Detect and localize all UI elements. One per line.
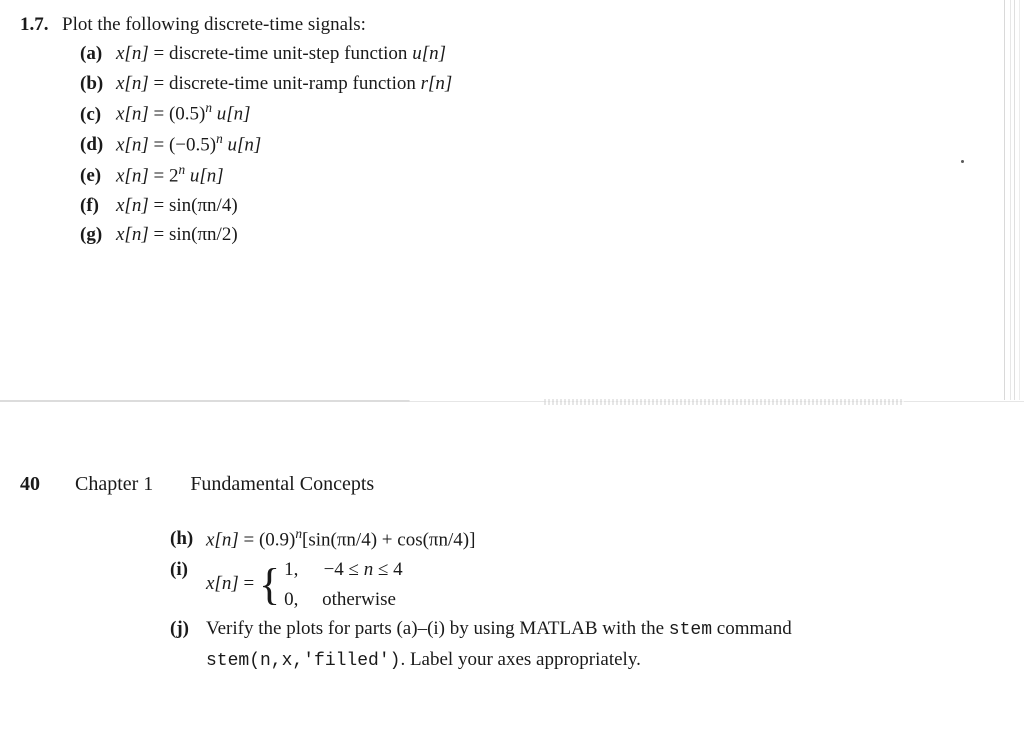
stray-dot — [961, 160, 964, 163]
part-label: (b) — [80, 69, 116, 98]
problem-stem: Plot the following discrete-time signals… — [62, 10, 366, 39]
chapter-label: Chapter 1 — [75, 473, 153, 495]
lhs: x[n] — [116, 134, 149, 155]
lower-parts: (h) x[n] = (0.9)n[sin(πn/4) + cos(πn/4)]… — [170, 524, 1024, 675]
case2-cond: otherwise — [314, 585, 396, 614]
rhs-math: r[n] — [421, 73, 453, 94]
part-label: (e) — [80, 161, 116, 190]
part-label: (f) — [80, 191, 116, 220]
part-content: x[n] = (−0.5)n u[n] — [116, 129, 994, 160]
part-label: (h) — [170, 524, 206, 553]
text-b: command — [712, 618, 792, 639]
text-c: . Label your axes appropriately. — [400, 649, 640, 670]
lhs: x[n] — [116, 165, 149, 186]
lhs: x[n] — [116, 104, 149, 125]
eq: = — [243, 573, 258, 594]
part-label: (i) — [170, 555, 206, 584]
lhs: x[n] — [206, 530, 239, 551]
code-b: stem(n,x,'filled') — [206, 651, 400, 671]
page-number: 40 — [20, 473, 40, 495]
rhs-tail: [sin(πn/4) + cos(πn/4)] — [302, 530, 475, 551]
lhs: x[n] — [116, 224, 149, 245]
text-a: Verify the plots for parts (a)–(i) by us… — [206, 618, 669, 639]
case1-cond: −4 ≤ n ≤ 4 — [314, 555, 403, 584]
part-j: (j) Verify the plots for parts (a)–(i) b… — [170, 614, 1024, 676]
case2-val: 0, — [284, 585, 314, 614]
part-label: (j) — [170, 614, 206, 643]
rhs-math: (−0.5) — [169, 134, 216, 155]
problem-number: 1.7. — [20, 10, 62, 39]
part-row: (d)x[n] = (−0.5)n u[n] — [80, 129, 994, 160]
eq: = — [149, 224, 169, 245]
part-row: (a)x[n] = discrete-time unit-step functi… — [80, 39, 994, 68]
part-content: x[n] = sin(πn/4) — [116, 191, 994, 220]
part-content: x[n] = (0.5)n u[n] — [116, 98, 994, 129]
eq: = — [149, 104, 169, 125]
piecewise: { 1, −4 ≤ n ≤ 4 0, otherwise — [259, 555, 403, 614]
eq: = — [149, 165, 169, 186]
rhs-plain: discrete-time unit-ramp function — [169, 73, 421, 94]
part-label: (g) — [80, 220, 116, 249]
code-a: stem — [669, 620, 712, 640]
rhs-tail: u[n] — [212, 104, 251, 125]
part-content: x[n] = sin(πn/2) — [116, 220, 994, 249]
problem-block: 1.7. Plot the following discrete-time si… — [0, 0, 1024, 249]
rhs-math: u[n] — [412, 43, 446, 64]
part-content: x[n] = discrete-time unit-step function … — [116, 39, 994, 68]
brace-icon: { — [259, 563, 280, 607]
part-h: (h) x[n] = (0.9)n[sin(πn/4) + cos(πn/4)] — [170, 524, 1024, 555]
chapter-title: Fundamental Concepts — [190, 473, 374, 495]
page-edge-rules — [1002, 0, 1024, 400]
eq: = — [149, 73, 169, 94]
part-row: (c)x[n] = (0.5)n u[n] — [80, 98, 994, 129]
rhs-math: sin(πn/4) — [169, 195, 238, 216]
lhs: x[n] — [116, 73, 149, 94]
rhs-tail: u[n] — [223, 134, 262, 155]
rhs-sup: n — [216, 131, 223, 146]
case1-val: 1, — [284, 555, 314, 584]
part-row: (e)x[n] = 2n u[n] — [80, 160, 994, 191]
part-row: (g)x[n] = sin(πn/2) — [80, 220, 994, 249]
part-label: (a) — [80, 39, 116, 68]
rhs-plain: discrete-time unit-step function — [169, 43, 412, 64]
lhs: x[n] — [116, 43, 149, 64]
part-label: (c) — [80, 100, 116, 129]
page-divider — [0, 389, 1024, 413]
part-label: (d) — [80, 130, 116, 159]
running-header: 40 Chapter 1 Fundamental Concepts — [0, 473, 1024, 496]
rhs-math: (0.5) — [169, 104, 205, 125]
eq: = — [149, 195, 169, 216]
part-content: x[n] = discrete-time unit-ramp function … — [116, 69, 994, 98]
lhs: x[n] — [116, 195, 149, 216]
part-i: (i) x[n] = { 1, −4 ≤ n ≤ 4 0, otherwise — [170, 555, 1024, 614]
eq: = — [243, 530, 258, 551]
part-row: (f)x[n] = sin(πn/4) — [80, 191, 994, 220]
eq: = — [149, 43, 169, 64]
part-row: (b)x[n] = discrete-time unit-ramp functi… — [80, 69, 994, 98]
part-content: x[n] = 2n u[n] — [116, 160, 994, 191]
rhs-base: (0.9) — [259, 530, 295, 551]
eq: = — [149, 134, 169, 155]
rhs-tail: u[n] — [185, 165, 224, 186]
rhs-math: sin(πn/2) — [169, 224, 238, 245]
lhs: x[n] — [206, 573, 239, 594]
